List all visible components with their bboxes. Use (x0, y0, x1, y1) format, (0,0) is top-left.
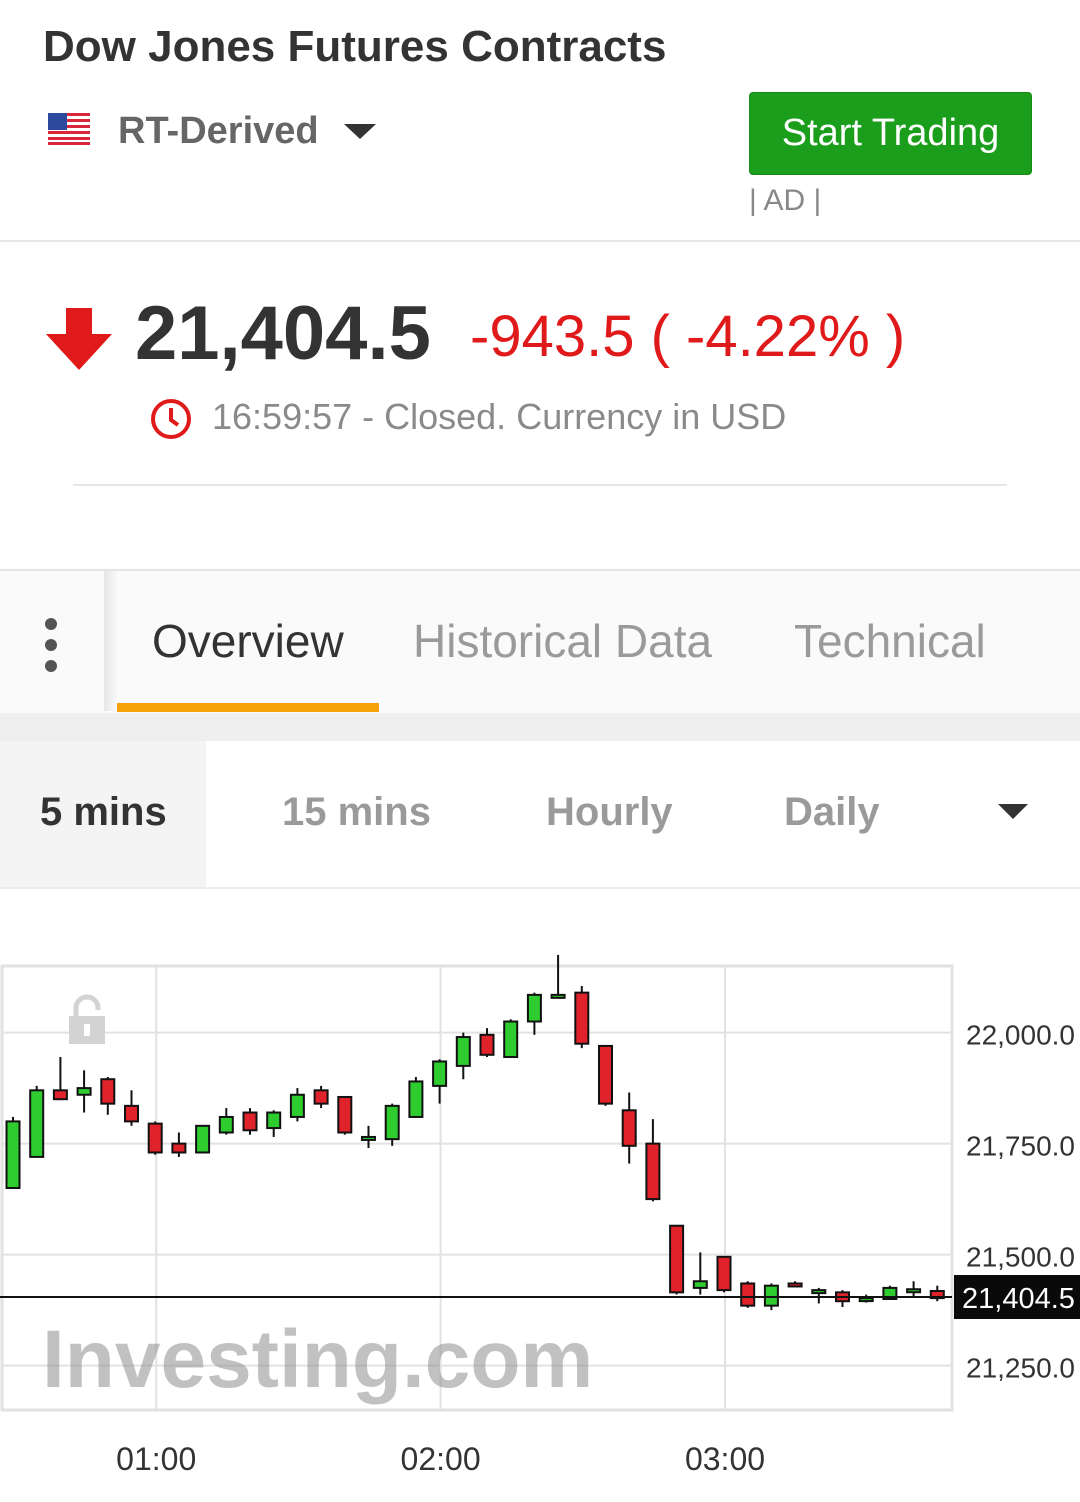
timeframe-active-bg (0, 741, 206, 887)
timeframe-more-caret-icon[interactable] (998, 804, 1028, 819)
us-flag-icon (48, 113, 90, 145)
candle (266, 1110, 282, 1137)
candle (432, 1059, 448, 1104)
market-status: 16:59:57 - Closed. Currency in USD (212, 396, 787, 437)
timeframe-5-mins[interactable]: 5 mins (40, 790, 167, 834)
candle (124, 1090, 139, 1126)
candle (76, 1070, 92, 1113)
plot-frame (0, 964, 954, 1412)
candle (835, 1290, 850, 1307)
current-price-tag (954, 1275, 1080, 1320)
candle (858, 1294, 874, 1303)
ad-label: | AD | (749, 184, 822, 217)
candle (313, 1085, 329, 1109)
candle (550, 954, 566, 999)
y-tick-label: 21,250.0 (966, 1353, 1075, 1384)
candle (218, 1108, 234, 1135)
y-tick-label: 21,750.0 (966, 1131, 1075, 1162)
current-price-label: 21,404.5 (962, 1283, 1075, 1315)
candle (171, 1132, 187, 1157)
candle (598, 1044, 613, 1106)
candle (669, 1224, 685, 1295)
header-divider (0, 240, 1080, 242)
candle (455, 1032, 471, 1080)
price-chart[interactable]: Investing.com 21,404.5 22,000.0 21,750.0 2… (0, 940, 1080, 1502)
page-title: Dow Jones Futures Contracts (43, 22, 667, 71)
timeframe-hourly[interactable]: Hourly (546, 790, 673, 834)
candle (787, 1281, 803, 1288)
candle (740, 1281, 756, 1308)
menu-separator (104, 571, 118, 711)
candle (645, 1119, 661, 1202)
x-tick-label: 03:00 (685, 1441, 765, 1477)
candle (361, 1125, 376, 1149)
watermark: Investing.com (42, 1314, 593, 1405)
candle (929, 1285, 945, 1302)
tab-historical-data[interactable]: Historical Data (413, 615, 713, 667)
candle (242, 1108, 258, 1135)
candle (906, 1281, 922, 1297)
quote-divider (73, 484, 1007, 486)
candle (621, 1092, 637, 1164)
active-tab-indicator (117, 703, 379, 712)
x-tick-label: 02:00 (401, 1441, 481, 1477)
candle (479, 1028, 495, 1058)
section-gap (0, 713, 1080, 741)
tab-overview[interactable]: Overview (152, 615, 344, 667)
candle (526, 992, 542, 1035)
lock-icon (69, 994, 105, 1044)
candle (574, 985, 590, 1049)
candle (52, 1057, 68, 1101)
source-label[interactable]: RT-Derived (118, 110, 319, 152)
caret-down-icon[interactable] (344, 124, 376, 139)
candle (29, 1085, 45, 1158)
candle (408, 1077, 424, 1118)
candle (811, 1287, 827, 1304)
candle (384, 1103, 400, 1146)
timeframe-15-mins[interactable]: 15 mins (282, 790, 431, 834)
timeframe-daily[interactable]: Daily (784, 790, 880, 834)
clock-icon (151, 399, 191, 439)
start-trading-button[interactable]: Start Trading (749, 92, 1032, 175)
candle (289, 1088, 305, 1122)
kebab-icon[interactable] (38, 617, 64, 673)
candle (692, 1252, 708, 1295)
x-tick-label: 01:00 (116, 1441, 196, 1477)
candle (147, 1121, 163, 1155)
candle (195, 1124, 211, 1154)
tab-bar (0, 569, 1080, 713)
candle (337, 1095, 353, 1135)
candle (5, 1116, 21, 1189)
y-tick-label: 22,000.0 (966, 1020, 1075, 1051)
arrow-down-icon (46, 308, 112, 370)
price-change: -943.5 ( -4.22% ) (470, 304, 906, 369)
candle (100, 1077, 116, 1115)
candle (503, 1019, 519, 1059)
candle (716, 1255, 732, 1293)
last-price: 21,404.5 (135, 291, 431, 376)
tab-technical[interactable]: Technical (794, 615, 986, 667)
y-tick-label: 21,500.0 (966, 1242, 1075, 1273)
